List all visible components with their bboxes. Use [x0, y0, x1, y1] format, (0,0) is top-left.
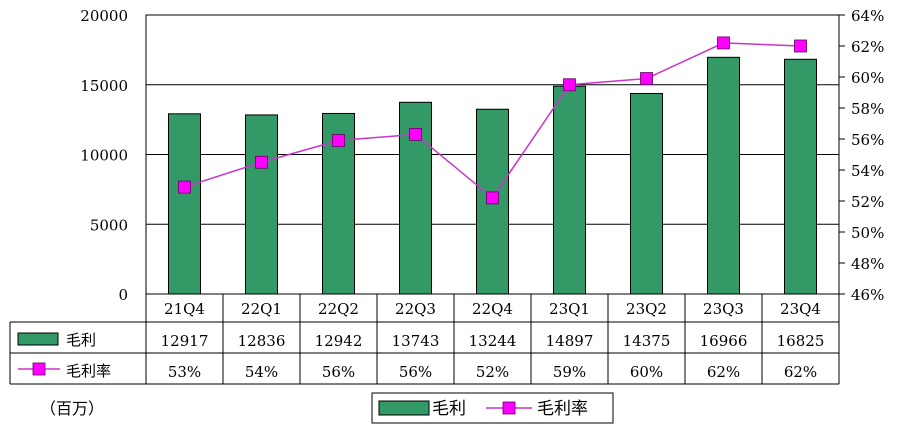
y-right-tick-label: 60%	[851, 69, 884, 87]
bar-22Q1	[245, 114, 278, 295]
legend-label-gross-profit: 毛利	[432, 399, 466, 419]
margin-rate-marker-23Q4	[794, 39, 807, 53]
table-cell-gross-profit: 12942	[315, 332, 363, 350]
y-right-tick-label: 56%	[851, 131, 884, 149]
line-series	[178, 36, 807, 205]
category-label: 23Q3	[703, 300, 744, 318]
margin-rate-marker-21Q4	[178, 180, 191, 194]
margin-rate-marker-22Q1	[255, 155, 268, 169]
table-key-marker	[32, 362, 46, 376]
table-cell-gross-profit: 14375	[623, 332, 671, 350]
table-cell-margin-rate: 56%	[399, 363, 432, 381]
category-label: 23Q4	[780, 300, 821, 318]
unit-note: （百万）	[40, 399, 104, 418]
table-cell-gross-profit: 13244	[469, 332, 517, 350]
margin-rate-marker-23Q1	[563, 78, 576, 92]
legend-key-marker	[502, 401, 516, 415]
bar-21Q4	[168, 113, 201, 295]
y-right-tick-label: 52%	[851, 193, 884, 211]
table-key-bar	[17, 332, 59, 346]
category-label: 23Q2	[626, 300, 667, 318]
y-left-tick-label: 20000	[80, 7, 128, 25]
table-row-label-gross-profit: 毛利	[66, 331, 96, 349]
category-label: 22Q3	[395, 300, 436, 318]
y-right-tick-label: 62%	[851, 38, 884, 56]
category-label: 23Q1	[549, 300, 590, 318]
data-table: 21Q4 22Q1 22Q2 22Q3 22Q4 23Q1 23Q2 23Q3 23Q4 毛利毛利…	[9, 294, 840, 385]
y-right-tick-label: 48%	[851, 255, 884, 273]
table-cell-gross-profit: 12917	[161, 332, 209, 350]
left-axis: 0 5000 10000 15000 20000	[80, 7, 128, 304]
table-cell-margin-rate: 60%	[630, 363, 663, 381]
bar-23Q4	[784, 58, 817, 295]
table-cell-margin-rate: 59%	[553, 363, 586, 381]
y-right-tick-label: 58%	[851, 100, 884, 118]
table-cell-gross-profit: 16825	[777, 332, 825, 350]
right-axis: 46% 48% 50% 52% 54% 56% 58% 60% 62% 64%	[839, 7, 884, 304]
bar-23Q1	[553, 85, 586, 295]
margin-rate-marker-22Q2	[332, 134, 345, 147]
y-left-tick-label: 10000	[80, 147, 128, 165]
table-cell-margin-rate: 62%	[707, 363, 740, 381]
y-left-tick-label: 5000	[90, 216, 128, 234]
category-label: 22Q2	[318, 300, 359, 318]
y-left-tick-label: 15000	[80, 77, 128, 95]
table-cell-margin-rate: 52%	[476, 363, 509, 381]
margin-rate-marker-23Q3	[717, 36, 730, 50]
table-cell-margin-rate: 62%	[784, 363, 817, 381]
plot-frame	[145, 14, 840, 295]
bar-23Q2	[630, 92, 663, 295]
margin-rate-marker-23Q2	[640, 72, 653, 85]
legend-key-bar	[378, 400, 430, 416]
table-cell-gross-profit: 13743	[392, 332, 440, 350]
margin-rate-marker-22Q4	[486, 191, 499, 205]
table-row-label-margin-rate: 毛利率	[66, 362, 111, 380]
y-right-tick-label: 64%	[851, 7, 884, 25]
legend: 毛利 毛利率	[371, 392, 614, 424]
table-cell-margin-rate: 53%	[168, 363, 201, 381]
table-cell-margin-rate: 56%	[322, 363, 355, 381]
y-right-tick-label: 46%	[851, 286, 884, 304]
y-right-tick-label: 50%	[851, 224, 884, 242]
category-label: 21Q4	[164, 300, 205, 318]
plot-border	[145, 14, 840, 295]
table-cell-gross-profit: 12836	[238, 332, 286, 350]
bar-23Q3	[707, 56, 740, 295]
y-left-tick-label: 0	[118, 286, 128, 304]
category-label: 22Q4	[472, 300, 513, 318]
y-right-tick-label: 54%	[851, 162, 884, 180]
category-label: 22Q1	[241, 300, 282, 318]
table-cell-gross-profit: 16966	[700, 332, 748, 350]
margin-rate-marker-22Q3	[409, 127, 422, 141]
bar-series	[168, 56, 817, 295]
table-cell-margin-rate: 54%	[245, 363, 278, 381]
legend-label-margin-rate: 毛利率	[537, 399, 588, 419]
table-cell-gross-profit: 14897	[546, 332, 594, 350]
